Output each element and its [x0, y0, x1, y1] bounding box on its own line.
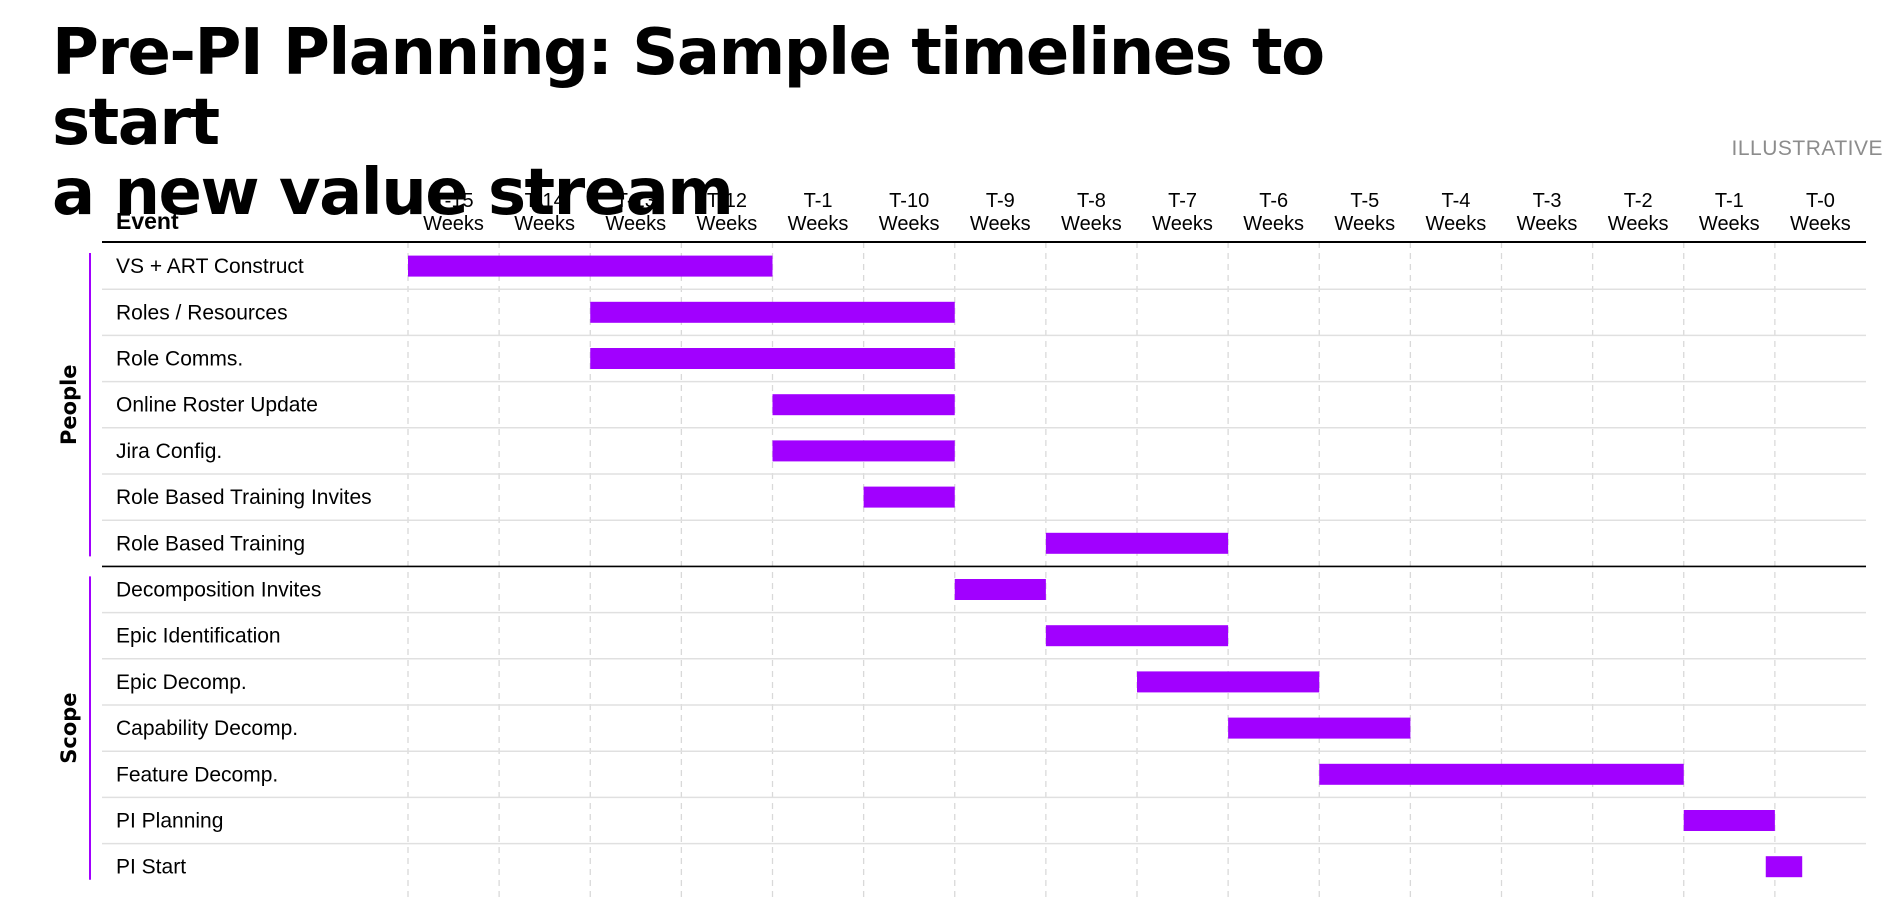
- column-label-bottom: Weeks: [1608, 213, 1669, 235]
- column-label-top: T-12: [707, 190, 747, 212]
- column-label-bottom: Weeks: [514, 213, 575, 235]
- event-bar: [590, 348, 955, 369]
- page-title: Pre-PI Planning: Sample timelines to sta…: [52, 18, 1452, 228]
- event-bar: [1319, 763, 1684, 785]
- column-label-bottom: Weeks: [697, 213, 758, 235]
- column-label-bottom: Weeks: [1243, 213, 1304, 235]
- title-line-2: a new value stream: [52, 156, 734, 230]
- column-label-bottom: Weeks: [1334, 213, 1395, 235]
- column-label-top: T-10: [889, 190, 929, 212]
- event-label: Decomposition Invites: [116, 579, 321, 602]
- column-label-top: T-7: [1168, 190, 1197, 212]
- column-label-bottom: Weeks: [1061, 213, 1122, 235]
- column-label-bottom: Weeks: [1699, 213, 1760, 235]
- event-label: Role Comms.: [116, 348, 243, 371]
- event-bar: [1765, 856, 1803, 878]
- event-label: Online Roster Update: [116, 394, 318, 417]
- column-label-top: T-4: [1441, 190, 1470, 212]
- event-label: Feature Decomp.: [116, 763, 278, 786]
- column-label-top: T-13: [616, 190, 656, 212]
- column-label-bottom: Weeks: [970, 213, 1031, 235]
- event-bar: [1228, 717, 1411, 739]
- column-label-top: T-1: [1715, 190, 1744, 212]
- event-bar: [1045, 625, 1229, 647]
- column-label-top: T-8: [1077, 190, 1106, 212]
- column-label-bottom: Weeks: [879, 213, 940, 235]
- group-label: Scope: [57, 692, 81, 763]
- column-label-top: T-14: [525, 190, 565, 212]
- title-line-1: Pre-PI Planning: Sample timelines to sta…: [52, 16, 1325, 160]
- column-label-bottom: Weeks: [1517, 213, 1578, 235]
- column-label-top: T-9: [986, 190, 1015, 212]
- event-bar: [1137, 671, 1320, 693]
- column-label-top: T-1: [804, 190, 833, 212]
- event-label: Jira Config.: [116, 440, 222, 463]
- column-label-bottom: Weeks: [423, 213, 484, 235]
- event-bar: [590, 301, 955, 323]
- column-label-top: T-15: [434, 190, 474, 212]
- event-bar: [772, 394, 955, 416]
- event-bar: [863, 486, 955, 508]
- column-label-bottom: Weeks: [1152, 213, 1213, 235]
- column-label-top: T-5: [1350, 190, 1379, 212]
- column-label-top: T-6: [1259, 190, 1288, 212]
- event-label: PI Planning: [116, 810, 223, 833]
- event-bar: [1683, 810, 1775, 831]
- event-label: Capability Decomp.: [116, 717, 298, 740]
- event-label: VS + ART Construct: [116, 255, 304, 278]
- group-label: People: [57, 364, 81, 445]
- event-bar: [1045, 532, 1229, 554]
- column-label-bottom: Weeks: [1426, 213, 1487, 235]
- illustrative-badge: ILLUSTRATIVE: [1731, 137, 1883, 160]
- event-column-header: Event: [116, 208, 179, 234]
- event-bar: [772, 440, 955, 462]
- event-bar: [408, 255, 773, 277]
- event-label: Roles / Resources: [116, 301, 288, 324]
- event-label: PI Start: [116, 856, 186, 879]
- column-label-top: T-0: [1806, 190, 1835, 212]
- column-label-top: T-3: [1533, 190, 1562, 212]
- column-label-bottom: Weeks: [605, 213, 666, 235]
- column-label-top: T-2: [1624, 190, 1653, 212]
- event-label: Role Based Training: [116, 532, 305, 555]
- event-bar: [954, 579, 1046, 600]
- column-label-bottom: Weeks: [788, 213, 849, 235]
- event-label: Epic Decomp.: [116, 671, 247, 694]
- event-label: Role Based Training Invites: [116, 486, 372, 509]
- column-label-bottom: Weeks: [1790, 213, 1851, 235]
- event-label: Epic Identification: [116, 625, 281, 648]
